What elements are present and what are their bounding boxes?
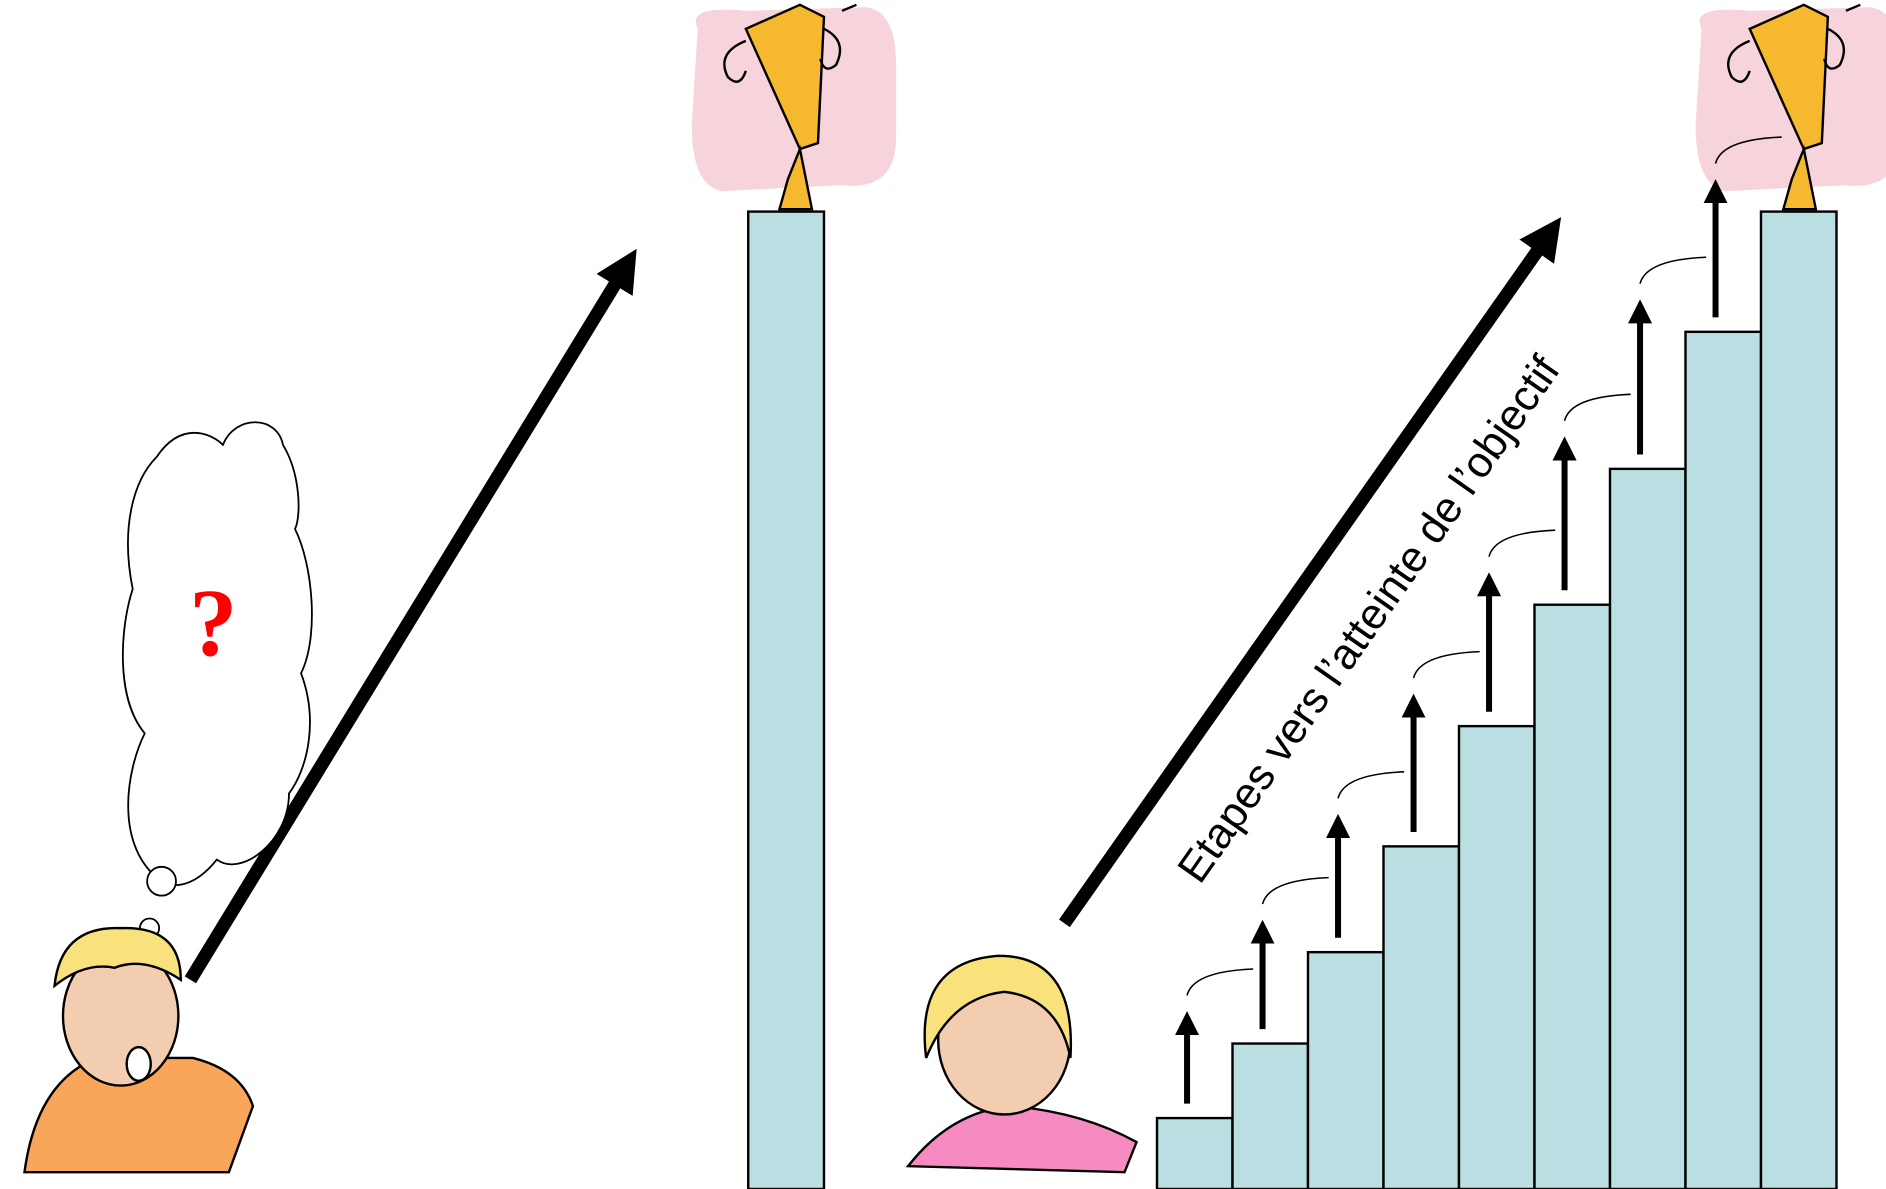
worried-person [23, 926, 255, 1174]
stairs [1155, 136, 1838, 1189]
step [1533, 603, 1612, 1189]
happy-person [905, 954, 1139, 1174]
step [1155, 1116, 1234, 1189]
trophy-left [690, 0, 898, 211]
step-curve [1714, 136, 1782, 164]
thought-bubble [146, 865, 177, 897]
step [1759, 210, 1838, 1189]
step-curve [1412, 650, 1480, 679]
step-curve [1488, 529, 1556, 557]
direct-arrow [184, 248, 637, 984]
step-curve [1261, 876, 1329, 905]
question-mark: ? [189, 569, 237, 676]
step [1457, 724, 1536, 1189]
step-curve [1337, 771, 1405, 799]
step [1684, 330, 1763, 1189]
step [1231, 1042, 1310, 1189]
step-curve [1639, 256, 1707, 284]
step [1306, 950, 1385, 1189]
step-curve [1186, 968, 1254, 996]
step [1608, 467, 1687, 1189]
step [1382, 845, 1461, 1189]
goal-column [747, 210, 826, 1189]
step-curve [1563, 393, 1631, 422]
thought-cloud [121, 421, 313, 886]
trophy-right [1694, 0, 1886, 211]
progress-arrow [1059, 217, 1562, 928]
